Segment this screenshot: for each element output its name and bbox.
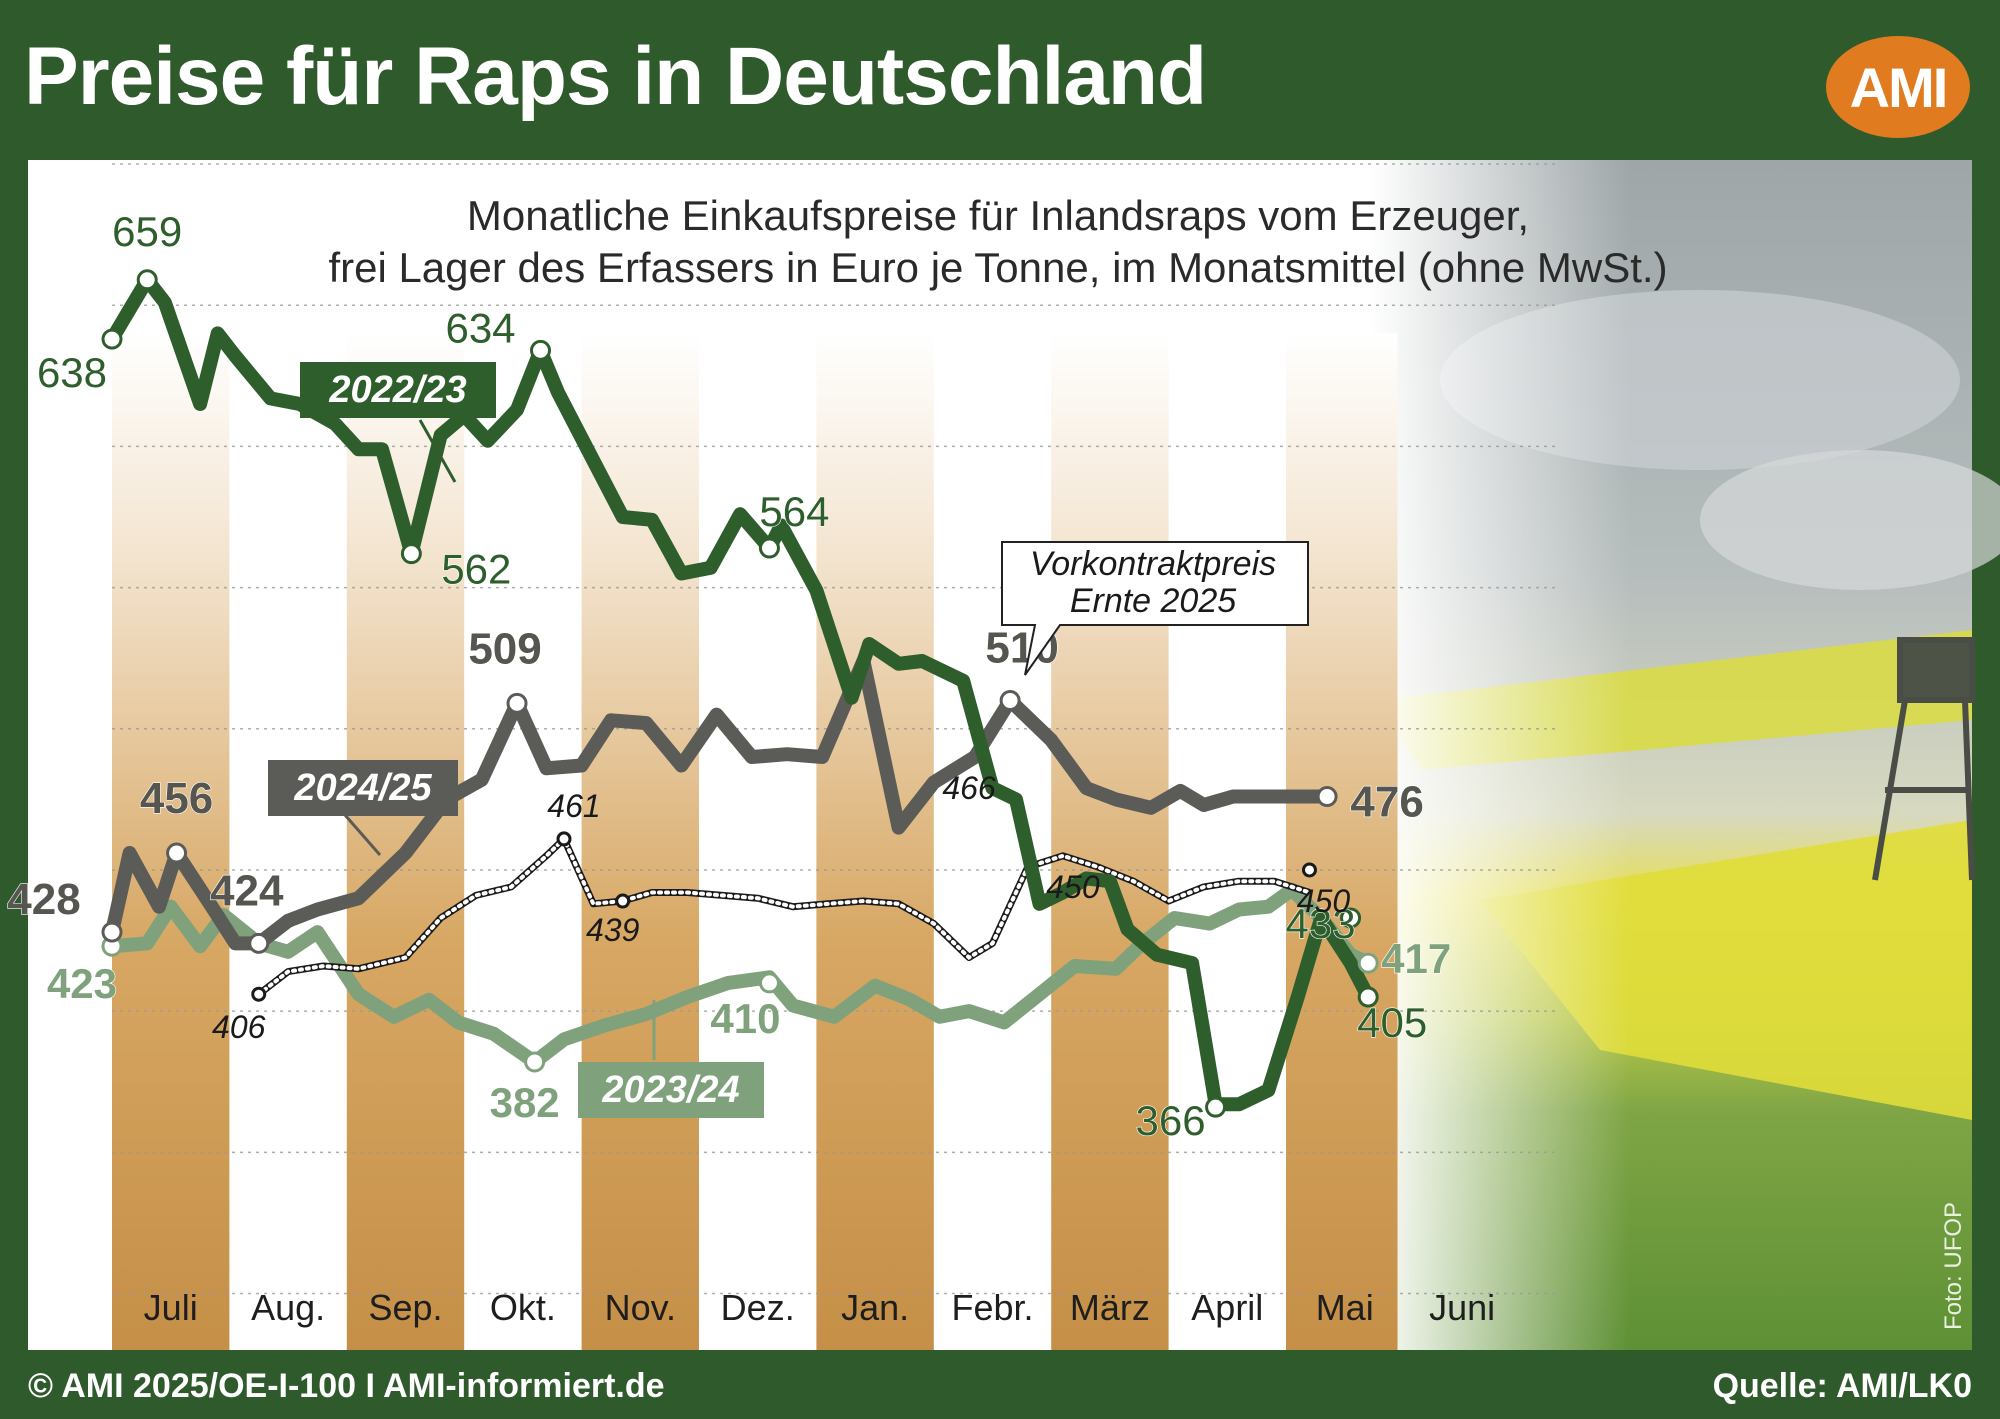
data-point-marker	[506, 692, 528, 714]
month-label: Mai	[1316, 1287, 1374, 1328]
month-label: Okt.	[490, 1287, 556, 1328]
data-point-marker	[1205, 1096, 1227, 1118]
data-label: 562	[441, 546, 511, 593]
data-point-marker	[758, 537, 780, 559]
data-label: 405	[1357, 999, 1427, 1046]
ami-logo: AMI	[1826, 36, 1970, 138]
photo-hunting-stand	[1872, 637, 1975, 881]
month-label: April	[1191, 1287, 1263, 1328]
photo-fade	[1370, 160, 1630, 1350]
data-point-marker	[1316, 786, 1338, 808]
data-label: 450	[1297, 883, 1351, 919]
data-point-marker	[556, 831, 572, 847]
data-label: 638	[37, 349, 107, 396]
data-point-marker	[999, 690, 1021, 712]
month-label: Febr.	[951, 1287, 1033, 1328]
month-label: Dez.	[721, 1287, 795, 1328]
page-title: Preise für Raps in Deutschland	[24, 31, 1207, 122]
data-point-marker	[251, 986, 267, 1002]
month-band	[1286, 333, 1398, 1350]
data-label: 439	[586, 912, 640, 948]
footer-source: Quelle: AMI/LK0	[1712, 1367, 1972, 1405]
data-point-marker	[248, 932, 270, 954]
data-label: 424	[210, 866, 284, 915]
data-label: 423	[47, 960, 117, 1007]
data-label: 456	[140, 774, 213, 823]
annotation-callout: Vorkontraktpreis Ernte 2025	[1001, 541, 1309, 676]
data-label: 634	[445, 304, 515, 351]
series-label-2024-25: 2024/25	[268, 760, 458, 856]
data-label: 417	[1381, 935, 1451, 982]
chart-title: Monatliche Einkaufspreise für Inlandsrap…	[467, 192, 1529, 239]
annotation-line1: Vorkontraktpreis	[1030, 545, 1276, 583]
data-point-marker	[1301, 862, 1317, 878]
data-point-marker	[166, 842, 188, 864]
data-label: 509	[468, 624, 541, 673]
data-point-marker	[1357, 986, 1379, 1008]
data-label: 406	[212, 1009, 266, 1045]
data-label: 659	[112, 208, 182, 255]
data-point-marker	[1357, 952, 1379, 974]
series-label-2022-23: 2022/23	[300, 362, 496, 483]
data-point-marker	[1340, 907, 1362, 929]
month-labels: Juli Aug. Sep. Okt. Nov. Dez. Jan. Febr. März Apr…	[144, 1287, 1495, 1328]
month-band	[112, 333, 230, 1350]
series-label-text: 2023/24	[601, 1069, 739, 1111]
data-point-marker	[615, 893, 631, 909]
footer-copyright: © AMI 2025/OE-I-100 I AMI-informiert.de	[28, 1367, 665, 1405]
month-band	[1051, 333, 1169, 1350]
data-point-marker	[758, 972, 780, 994]
data-point-marker	[101, 328, 123, 350]
series-label-text: 2022/23	[328, 369, 466, 411]
data-label: 564	[759, 488, 829, 535]
data-label: 476	[1350, 778, 1423, 827]
series-line-vorkontrakt	[256, 835, 1312, 997]
month-label: Aug.	[251, 1287, 325, 1328]
data-point-marker	[530, 339, 552, 361]
data-label: 461	[547, 788, 600, 824]
photo-credit: Foto: UFOP	[1940, 1201, 1967, 1330]
month-label: Jan.	[841, 1287, 909, 1328]
series-label-text: 2024/25	[293, 767, 432, 809]
data-point-marker	[400, 543, 422, 565]
data-label: 410	[710, 995, 780, 1042]
data-label: 450	[1046, 869, 1100, 905]
month-label: Sep.	[368, 1287, 442, 1328]
data-label: 466	[942, 770, 996, 806]
data-point-marker	[136, 269, 158, 291]
month-label: Juli	[144, 1287, 198, 1328]
month-label: Nov.	[605, 1287, 676, 1328]
photo-cloud	[1700, 450, 2000, 590]
data-point-marker	[524, 1051, 546, 1073]
data-label: 382	[490, 1079, 560, 1126]
month-band	[581, 333, 699, 1350]
month-label: Juni	[1429, 1287, 1495, 1328]
month-label: März	[1070, 1287, 1150, 1328]
chart-subtitle: frei Lager des Erfassers in Euro je Tonn…	[328, 244, 1667, 291]
data-label: 433	[1286, 900, 1356, 947]
data-point-marker	[101, 921, 123, 943]
series-label-2023-24: 2023/24	[578, 1000, 764, 1118]
data-label: 366	[1136, 1097, 1206, 1144]
month-band	[816, 333, 934, 1350]
series-line-2022-23	[105, 272, 1376, 1112]
month-bands	[112, 333, 1398, 1350]
annotation-line2: Ernte 2025	[1070, 582, 1236, 620]
data-label: 428	[7, 875, 80, 924]
